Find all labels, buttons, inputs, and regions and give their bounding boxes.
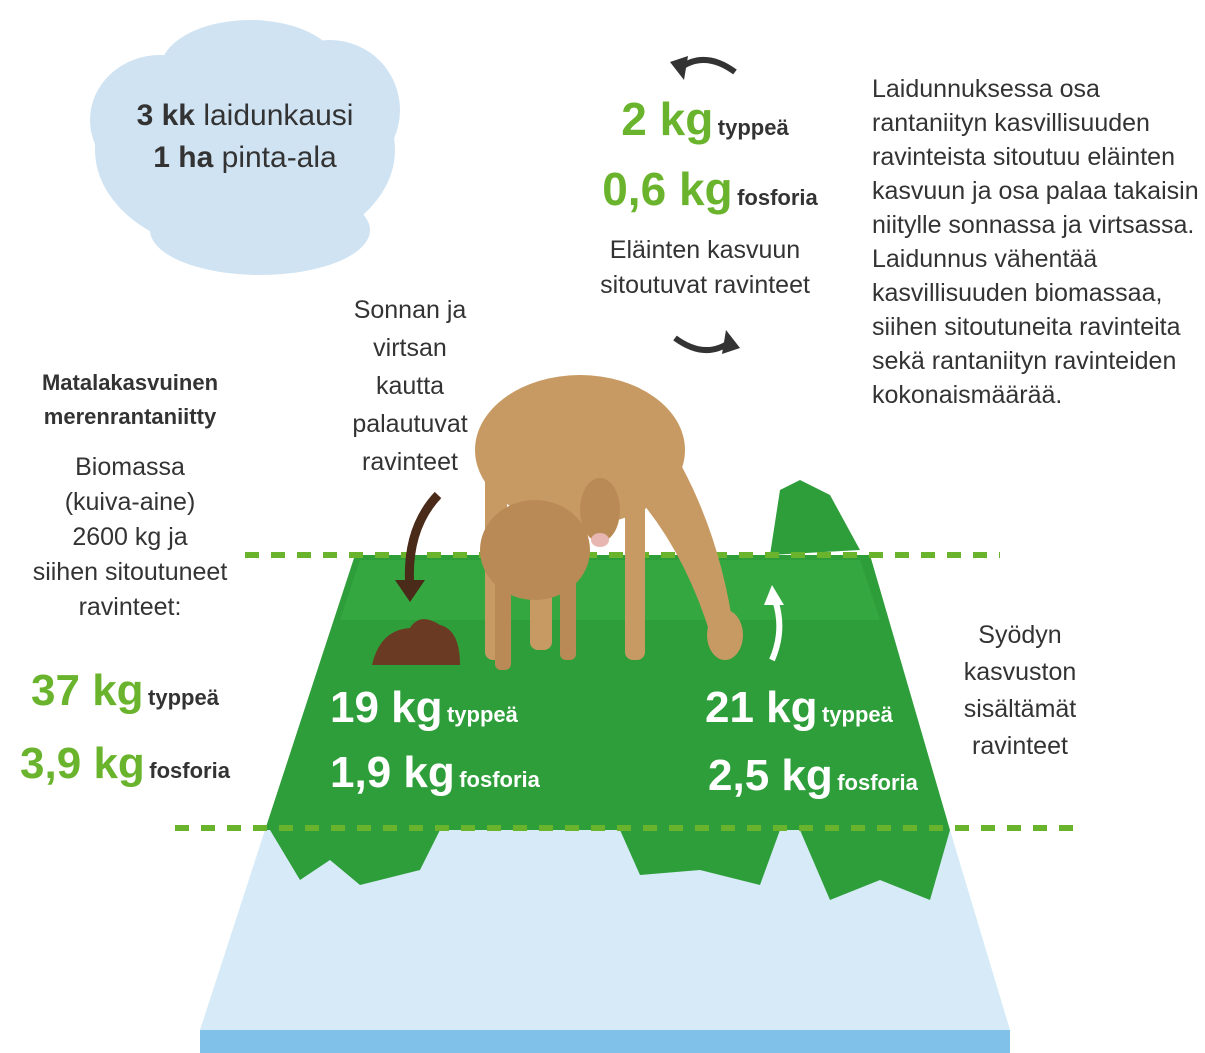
amount: 3,9 kg (20, 739, 145, 788)
nutrient: typpeä (718, 115, 790, 140)
text-line: Sonnan ja (354, 296, 467, 324)
amount: 37 kg (31, 666, 144, 715)
nutrient: typpeä (148, 685, 220, 710)
nutrient: fosforia (737, 185, 818, 210)
amount: 1,9 kg (330, 748, 455, 797)
left-title: Matalakasvuinen (42, 370, 218, 395)
text-line: Laidunnus vähentää (872, 245, 1097, 273)
amount: 2 kg (621, 93, 713, 145)
text-line: virtsan (373, 334, 447, 362)
text-line: kasvuun ja osa palaa takaisin (872, 177, 1199, 205)
cloud-line: 1 ha pinta-ala (153, 141, 337, 174)
text-line: Syödyn (978, 621, 1061, 649)
text-line: palautuvat (352, 410, 467, 438)
caption: sitoutuvat ravinteet (600, 271, 810, 299)
text-line: ravinteet (972, 732, 1068, 760)
amount: 21 kg (705, 683, 818, 732)
nutrient: fosforia (459, 767, 540, 792)
text-line: ravinteet: (79, 593, 182, 621)
cycle-arrow (680, 60, 735, 72)
cloud-text: laidunkausi (203, 99, 353, 132)
cycle-arrowhead (670, 56, 688, 80)
nutrient: fosforia (837, 770, 918, 795)
nutrient-line: 2 kg typpeä (621, 93, 789, 145)
water-edge (200, 1030, 1010, 1053)
text-line: kasvuston (964, 658, 1077, 686)
text-line: kasvillisuuden biomassaa, (872, 279, 1162, 307)
cloud-bold: 3 kk (137, 99, 196, 132)
text-line: kokonaismäärää. (872, 381, 1062, 409)
text-line: rantaniityn kasvillisuuden (872, 109, 1150, 137)
left-description: Biomassa (kuiva-aine) 2600 kg ja siihen sit… (33, 453, 228, 621)
text-line: siihen sitoutuneita ravinteita (872, 313, 1181, 341)
cloud-bold: 1 ha (153, 141, 213, 174)
caption: Eläinten kasvuun (610, 236, 800, 264)
text-line: siihen sitoutuneet (33, 558, 228, 586)
nutrient-line: 37 kg typpeä (31, 666, 220, 715)
text-line: sisältämät (964, 695, 1077, 723)
text-line: niitylle sonnassa ja virtsassa. (872, 211, 1194, 239)
amount: 0,6 kg (602, 163, 732, 215)
meadow-shade (340, 560, 880, 620)
nutrient-line: 3,9 kg fosforia (20, 739, 231, 788)
text-line: 2600 kg ja (72, 523, 187, 551)
nutrient-line: 0,6 kg fosforia (602, 163, 818, 215)
infographic: 3 kk laidunkausi 1 ha pinta-ala 2 kg typ… (0, 0, 1205, 1053)
cycle-arrow (675, 338, 730, 350)
amount: 2,5 kg (708, 751, 833, 800)
nutrient: typpeä (447, 702, 519, 727)
cloud-line: 3 kk laidunkausi (137, 99, 354, 132)
text-line: ravinteet (362, 448, 458, 476)
text-line: Biomassa (75, 453, 185, 481)
amount: 19 kg (330, 683, 443, 732)
text-line: kautta (376, 372, 444, 400)
text-line: ravinteista sitoutuu eläinten (872, 143, 1175, 171)
nutrient: fosforia (149, 758, 230, 783)
text-line: (kuiva-aine) (65, 488, 196, 516)
text-line: Laidunnuksessa osa (872, 75, 1100, 103)
left-title: merenrantaniitty (44, 404, 217, 429)
cycle-arrowhead (722, 330, 740, 354)
nutrient: typpeä (822, 702, 894, 727)
cloud-text: pinta-ala (222, 141, 337, 174)
text-line: sekä rantaniityn ravinteiden (872, 347, 1176, 375)
